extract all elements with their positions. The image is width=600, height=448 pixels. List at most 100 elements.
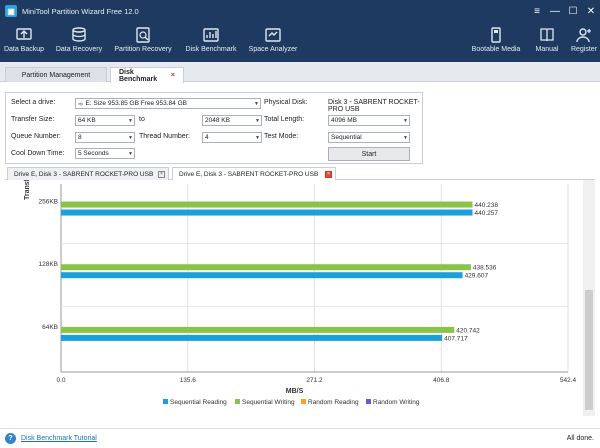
space-analyzer-button[interactable]: Space Analyzer — [246, 24, 300, 60]
bar-sequential-reading — [61, 334, 443, 341]
x-tick-label: 542.4 — [560, 377, 577, 384]
category-label: 64KB — [42, 324, 58, 331]
data-backup-icon — [16, 28, 32, 40]
data-label: 438.536 — [473, 265, 497, 272]
cool-down-dropdown[interactable]: 5 Seconds ▼ — [75, 148, 135, 159]
disk-benchmark-tutorial-link[interactable]: Disk Benchmark Tutorial — [21, 435, 97, 442]
x-tick-label: 271.2 — [306, 377, 323, 384]
transfer-size-from-dropdown[interactable]: 64 KB ▼ — [75, 115, 135, 126]
test-mode-dropdown[interactable]: Sequential ▼ — [328, 132, 410, 143]
partition-recovery-button[interactable]: Partition Recovery — [112, 24, 174, 60]
select-drive-dropdown[interactable]: ➾ E: Size 953.85 GB Free 953.84 GB ▼ — [75, 98, 261, 109]
data-label: 420.742 — [456, 327, 480, 334]
bar-sequential-writing — [61, 326, 455, 333]
legend-swatch — [366, 399, 371, 404]
data-label: 407.717 — [444, 335, 468, 342]
thread-number-dropdown[interactable]: 4 ▼ — [202, 132, 262, 143]
bar-sequential-writing — [61, 201, 473, 208]
chevron-down-icon: ▼ — [255, 135, 260, 141]
category-label: 256KB — [38, 199, 58, 206]
tab-disk-benchmark[interactable]: Disk Benchmark × — [110, 67, 184, 83]
data-recovery-button[interactable]: Data Recovery — [54, 24, 104, 60]
result-tab-2[interactable]: Drive E, Disk 3 - SABRENT ROCKET-PRO USB… — [172, 167, 336, 180]
data-label: 429.607 — [465, 273, 489, 280]
manual-button[interactable]: Manual — [532, 24, 562, 60]
data-recovery-icon — [72, 27, 86, 42]
app-logo-icon: ▣ — [5, 5, 17, 17]
help-icon[interactable]: ? — [5, 433, 16, 444]
manual-icon — [540, 28, 554, 42]
start-button[interactable]: Start — [328, 147, 410, 161]
total-length-dropdown[interactable]: 4096 MB ▼ — [328, 115, 410, 126]
legend-label: Sequential Writing — [242, 399, 295, 406]
result-tab-1[interactable]: Drive E, Disk 3 - SABRENT ROCKET-PRO USB… — [7, 167, 169, 180]
maximize-button[interactable]: ☐ — [568, 5, 578, 17]
bootable-media-button[interactable]: Bootable Media — [468, 24, 524, 60]
partition-recovery-icon — [136, 27, 150, 43]
register-button[interactable]: Register — [570, 24, 598, 60]
legend-label: Random Reading — [308, 399, 359, 406]
category-label: 128KB — [38, 261, 58, 268]
minimize-button[interactable]: — — [550, 5, 560, 17]
x-tick-label: 135.6 — [180, 377, 197, 384]
x-tick-label: 0.0 — [56, 377, 65, 384]
select-drive-label: Select a drive: — [11, 99, 56, 106]
test-mode-label: Test Mode: — [264, 133, 299, 140]
legend-swatch — [163, 399, 168, 404]
main-tab-strip: Partition Management Disk Benchmark × — [0, 62, 600, 83]
total-length-label: Total Length: — [264, 116, 305, 123]
benchmark-chart: 0.0 135.6 271.2 406.8 542.4 MB/S Transfe 256KB 4… — [5, 175, 595, 416]
x-axis-label: MB/S — [286, 388, 304, 395]
legend-label: Random Writing — [373, 399, 420, 406]
window-title: MiniTool Partition Wizard Free 12.0 — [22, 6, 139, 16]
cool-down-label: Cool Down Time: — [11, 150, 65, 157]
menu-icon[interactable]: ≡ — [534, 5, 540, 17]
status-text: All done. — [566, 435, 594, 442]
legend-swatch — [235, 399, 240, 404]
physical-disk-label: Physical Disk: — [264, 99, 308, 106]
title-bar: ▣ MiniTool Partition Wizard Free 12.0 ≡ … — [0, 0, 600, 22]
legend-swatch — [301, 399, 306, 404]
benchmark-chart-svg: 0.0 135.6 271.2 406.8 542.4 MB/S Transfe 256KB 4… — [24, 175, 577, 406]
bootable-media-icon — [491, 27, 501, 43]
chevron-down-icon: ▼ — [128, 135, 133, 141]
close-button[interactable]: ✕ — [586, 5, 596, 17]
transfer-size-to-dropdown[interactable]: 2048 KB ▼ — [202, 115, 262, 126]
chart-scrollbar[interactable] — [583, 180, 595, 416]
x-tick-label: 406.8 — [433, 377, 450, 384]
main-toolbar: Data Backup Data Recovery Partition Reco… — [0, 22, 600, 62]
bar-sequential-reading — [61, 209, 473, 216]
chevron-down-icon: ▼ — [403, 135, 408, 141]
scrollbar-thumb[interactable] — [585, 290, 593, 410]
status-bar: ? Disk Benchmark Tutorial All done. — [0, 428, 600, 448]
register-icon — [576, 28, 591, 43]
bar-sequential-reading — [61, 272, 463, 279]
y-axis-label: Transfe — [24, 180, 31, 200]
chevron-down-icon: ▼ — [128, 151, 133, 157]
drive-icon: ➾ — [78, 100, 84, 108]
queue-number-label: Queue Number: — [11, 133, 61, 140]
legend-label: Sequential Reading — [170, 399, 227, 406]
thread-number-label: Thread Number: — [139, 133, 190, 140]
chevron-down-icon: ▼ — [254, 101, 259, 107]
close-tab-icon[interactable]: × — [170, 72, 175, 79]
data-label: 440.257 — [475, 210, 499, 217]
tab-partition-management[interactable]: Partition Management — [5, 67, 107, 82]
disk-benchmark-button[interactable]: Disk Benchmark — [182, 24, 240, 60]
to-label: to — [139, 116, 145, 123]
queue-number-dropdown[interactable]: 8 ▼ — [75, 132, 135, 143]
chevron-down-icon: ▼ — [255, 118, 260, 124]
disk-benchmark-icon — [203, 28, 219, 42]
close-icon[interactable]: × — [325, 171, 332, 178]
bar-sequential-writing — [61, 264, 471, 271]
benchmark-settings-panel: Select a drive: ➾ E: Size 953.85 GB Free… — [5, 92, 423, 164]
data-backup-button[interactable]: Data Backup — [2, 24, 46, 60]
chevron-down-icon: ▼ — [128, 118, 133, 124]
transfer-size-label: Transfer Size: — [11, 116, 55, 123]
physical-disk-value: Disk 3 - SABRENT ROCKET-PRO USB — [328, 99, 420, 113]
data-label: 440.238 — [475, 202, 499, 209]
space-analyzer-icon — [265, 28, 281, 42]
chevron-down-icon: ▼ — [403, 118, 408, 124]
close-icon[interactable]: × — [158, 171, 165, 178]
result-tab-strip: Drive E, Disk 3 - SABRENT ROCKET-PRO USB… — [5, 166, 595, 180]
